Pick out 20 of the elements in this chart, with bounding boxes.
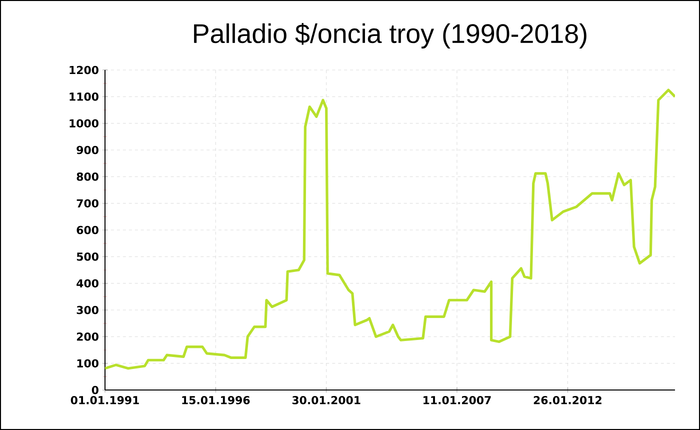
y-tick-label: 800: [76, 172, 98, 181]
y-tick-label: 0: [92, 386, 98, 394]
y-tick-label: 900: [76, 146, 98, 154]
x-tick-label: 26.01.2012: [534, 396, 602, 404]
y-tick-label: 400: [76, 279, 98, 288]
y-tick-label: 200: [76, 332, 98, 341]
y-tick-label: 1000: [70, 119, 98, 128]
y-tick-label: 700: [76, 199, 98, 208]
y-tick-label: 1200: [70, 66, 98, 74]
x-tick-label: 11.01.2007: [424, 396, 491, 404]
chart-title: Palladio $/oncia troy (1990-2018): [194, 22, 586, 48]
line-series: [105, 88, 676, 370]
y-tick-label: 300: [76, 306, 98, 314]
y-tick-label: 600: [76, 226, 98, 234]
y-tick-label: 100: [77, 359, 98, 368]
y-tick-label: 1100: [70, 92, 98, 101]
x-tick-label: 01.01.1991: [70, 396, 139, 404]
x-tick-label: 15.01.1996: [182, 396, 250, 404]
y-tick-label: 500: [76, 252, 98, 261]
x-tick-label: 30.01.2001: [292, 396, 360, 404]
